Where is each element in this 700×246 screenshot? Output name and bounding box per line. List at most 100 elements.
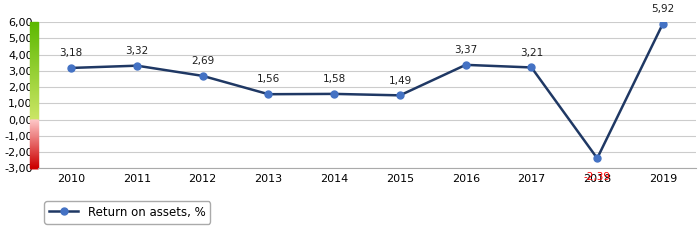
Return on assets, % (199, 75, 207, 77)
Bar (31, 62, 38, 63)
Bar (31, 85, 38, 86)
Bar (31, 27, 38, 28)
Bar (31, 101, 38, 102)
Bar (31, 95, 38, 96)
Bar (31, 99, 38, 100)
Text: 1,58: 1,58 (323, 74, 346, 84)
Bar (31, 80, 38, 81)
Bar (31, 68, 38, 69)
Bar (31, 94, 38, 95)
Bar (31, 61, 38, 62)
Bar (31, 51, 38, 52)
Bar (31, 33, 38, 34)
Bar (31, 115, 38, 116)
Text: -2,39: -2,39 (584, 172, 610, 182)
Bar (31, 84, 38, 85)
Bar (31, 59, 38, 60)
Bar (31, 106, 38, 107)
Text: 1,49: 1,49 (389, 76, 412, 86)
Bar (31, 36, 38, 37)
Bar (31, 70, 38, 71)
Bar (31, 24, 38, 25)
Bar (31, 54, 38, 55)
Line: Return on assets, %: Return on assets, % (68, 20, 666, 162)
Bar (31, 60, 38, 61)
Bar (31, 47, 38, 48)
Bar (31, 55, 38, 56)
Bar (31, 78, 38, 79)
Bar (31, 31, 38, 32)
Bar (31, 111, 38, 112)
Bar (31, 65, 38, 66)
Text: 3,21: 3,21 (520, 48, 543, 58)
Bar (31, 103, 38, 104)
Bar (31, 56, 38, 57)
Bar (31, 86, 38, 87)
Bar (31, 73, 38, 74)
Bar (31, 28, 38, 29)
Bar (31, 42, 38, 43)
Text: 3,32: 3,32 (125, 46, 148, 56)
Bar (31, 53, 38, 54)
Return on assets, % (133, 64, 141, 67)
Bar (31, 119, 38, 120)
Bar (31, 107, 38, 108)
Return on assets, % (527, 66, 536, 69)
Bar (31, 43, 38, 44)
Bar (31, 105, 38, 106)
Bar (31, 100, 38, 101)
Bar (31, 41, 38, 42)
Bar (31, 23, 38, 24)
Bar (31, 34, 38, 35)
Bar (31, 96, 38, 97)
Bar (31, 97, 38, 98)
Text: 3,18: 3,18 (60, 48, 83, 58)
Bar (31, 109, 38, 110)
Bar (31, 37, 38, 38)
Bar (31, 39, 38, 40)
Bar (31, 29, 38, 30)
Bar (31, 89, 38, 90)
Bar (31, 82, 38, 83)
Bar (31, 117, 38, 118)
Bar (31, 102, 38, 103)
Bar (31, 79, 38, 80)
Bar (31, 112, 38, 113)
Bar (31, 67, 38, 68)
Bar (31, 22, 38, 23)
Bar (31, 57, 38, 58)
Bar (31, 76, 38, 77)
Bar (31, 63, 38, 64)
Bar (31, 32, 38, 33)
Bar (31, 108, 38, 109)
Bar (31, 72, 38, 73)
Bar (31, 30, 38, 31)
Bar (31, 110, 38, 111)
Bar (31, 44, 38, 45)
Bar (31, 26, 38, 27)
Bar (31, 66, 38, 67)
Bar (31, 45, 38, 46)
Return on assets, % (593, 157, 601, 160)
Bar (31, 25, 38, 26)
Text: 2,69: 2,69 (191, 56, 214, 66)
Bar (31, 83, 38, 84)
Bar (31, 114, 38, 115)
Return on assets, % (659, 22, 667, 25)
Return on assets, % (330, 92, 338, 95)
Bar (31, 35, 38, 36)
Bar (31, 46, 38, 47)
Bar (31, 98, 38, 99)
Bar (31, 113, 38, 114)
Bar (31, 104, 38, 105)
Bar (31, 40, 38, 41)
Bar (31, 64, 38, 65)
Bar (31, 116, 38, 117)
Return on assets, % (395, 94, 404, 97)
Bar (31, 91, 38, 92)
Bar (31, 118, 38, 119)
Bar (31, 75, 38, 76)
Bar (31, 50, 38, 51)
Bar (31, 92, 38, 93)
Bar (31, 58, 38, 59)
